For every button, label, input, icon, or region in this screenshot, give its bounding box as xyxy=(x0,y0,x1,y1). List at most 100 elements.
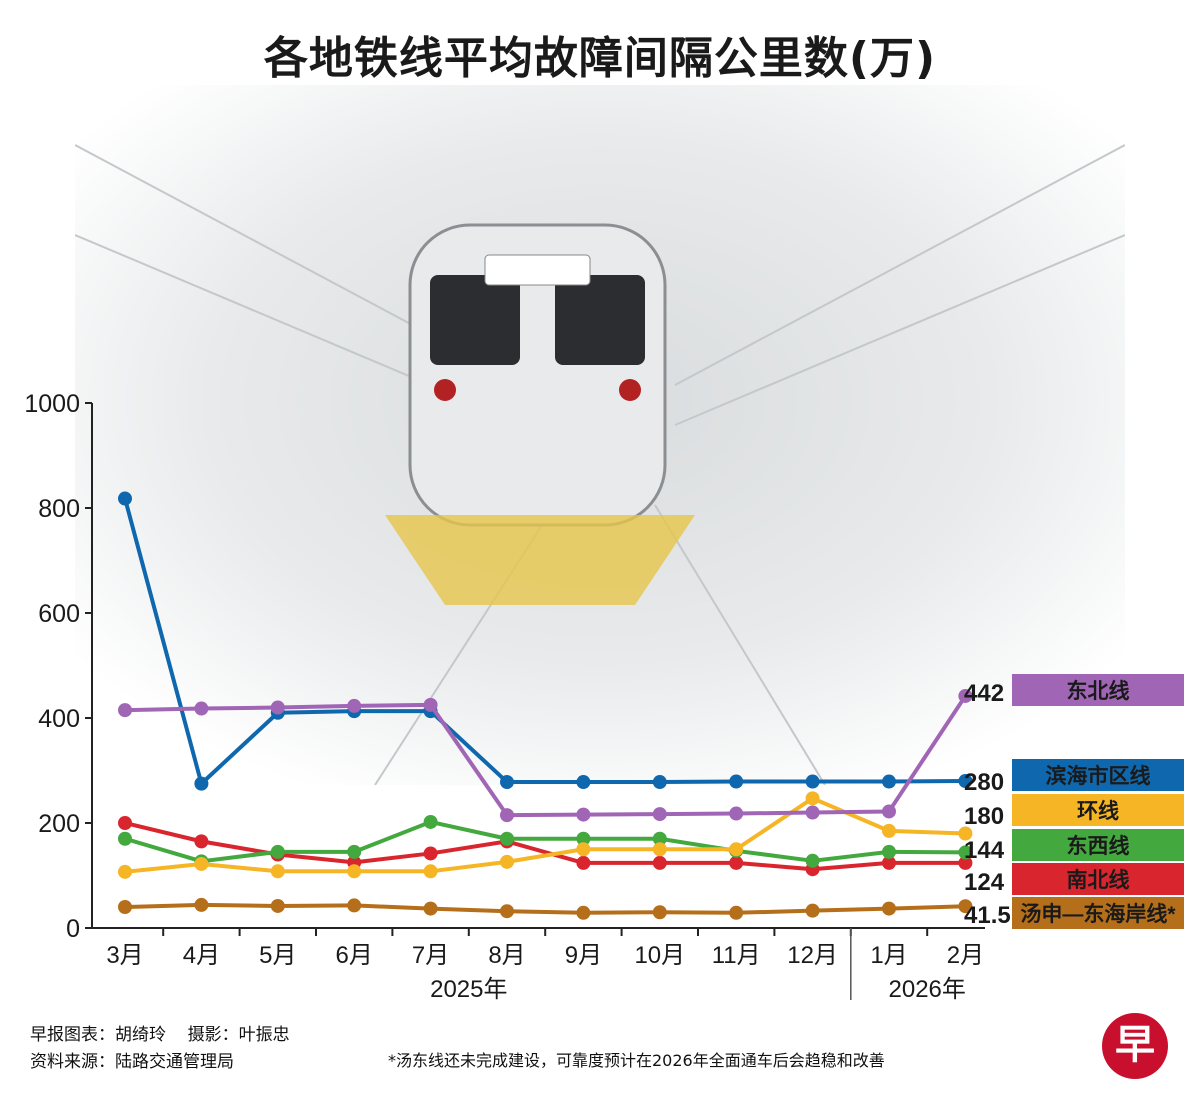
series-line xyxy=(124,821,966,872)
series-line xyxy=(124,796,966,874)
data-point xyxy=(576,831,591,846)
data-point xyxy=(118,816,132,830)
data-point xyxy=(423,814,438,829)
y-tick-label: 800 xyxy=(38,495,80,523)
data-point xyxy=(882,844,896,859)
series-line xyxy=(124,694,968,818)
x-tick-label: 6月 xyxy=(336,942,373,969)
data-point xyxy=(958,845,973,860)
data-point xyxy=(958,855,973,870)
legend-label: 滨海市区线 xyxy=(1046,764,1151,788)
data-point xyxy=(729,774,744,789)
data-point xyxy=(576,842,591,857)
series-line xyxy=(123,498,966,786)
data-point xyxy=(576,855,591,870)
data-point xyxy=(882,823,896,838)
y-tick-label: 200 xyxy=(38,810,80,838)
data-point xyxy=(500,775,514,790)
data-point xyxy=(270,864,285,879)
data-point xyxy=(805,774,820,789)
legend-swatch xyxy=(1012,863,1184,895)
legend-label: 南北线 xyxy=(1067,868,1130,892)
y-tick-label: 1000 xyxy=(24,390,80,418)
data-point xyxy=(882,804,896,819)
data-point xyxy=(347,898,362,913)
y-tick-label: 600 xyxy=(38,600,80,628)
data-point xyxy=(118,900,132,914)
x-tick-label: 12月 xyxy=(787,942,838,969)
data-source: 资料来源：陆路交通管理局 xyxy=(30,1052,234,1072)
series-end-label: 41.5 xyxy=(964,902,1011,929)
y-tick-label: 400 xyxy=(38,705,80,733)
legend-swatch xyxy=(1012,794,1184,826)
data-point xyxy=(652,905,667,920)
x-tick-label: 2月 xyxy=(947,942,984,969)
data-point xyxy=(347,864,362,879)
data-point xyxy=(194,834,209,849)
data-point xyxy=(958,688,973,703)
train-depot-photo xyxy=(75,85,1125,785)
x-tick-label: 11月 xyxy=(712,942,761,969)
legend-swatch xyxy=(1012,829,1184,861)
zaobao-logo: 早 xyxy=(1102,1013,1168,1079)
x-tick-label: 5月 xyxy=(259,942,296,969)
x-tick-label: 1月 xyxy=(870,942,907,969)
legend-label: 东西线 xyxy=(1067,834,1130,858)
data-point xyxy=(500,808,514,823)
legend-label: 汤申—东海岸线* xyxy=(1020,902,1176,926)
data-point xyxy=(882,901,896,916)
year-label: 2026年 xyxy=(889,976,966,1003)
y-tick-label: 0 xyxy=(66,915,80,943)
data-point xyxy=(729,905,744,920)
data-point xyxy=(270,700,285,715)
data-point xyxy=(576,775,591,790)
data-point xyxy=(576,807,591,822)
x-tick-label: 8月 xyxy=(488,942,525,969)
data-point xyxy=(652,775,667,790)
chart-axes: 0 200 400 600 800 1000 3月 4月 5月 6月 7月 8月 9月 10月 11月 12月… xyxy=(24,390,985,1003)
data-point xyxy=(882,855,896,870)
data-point xyxy=(423,864,438,879)
data-point xyxy=(118,703,132,718)
data-point xyxy=(423,846,438,861)
data-point xyxy=(270,898,285,913)
data-point xyxy=(958,774,973,788)
data-point xyxy=(729,855,744,870)
series-end-label: 280 xyxy=(964,769,1004,796)
x-tick-label: 3月 xyxy=(106,942,143,969)
credit-photo: 摄影：叶振忠 xyxy=(187,1025,290,1045)
year-label: 2025年 xyxy=(430,976,507,1003)
data-point xyxy=(118,864,132,879)
data-point xyxy=(652,807,667,822)
legend-label: 东北线 xyxy=(1067,679,1130,703)
data-point xyxy=(194,856,209,871)
legend-label: 环线 xyxy=(1077,799,1119,823)
data-point xyxy=(805,791,820,806)
legend-swatch xyxy=(1012,897,1184,929)
data-point xyxy=(347,698,362,713)
series-end-label: 124 xyxy=(964,869,1005,896)
credit-chart: 早报图表：胡绮玲 xyxy=(30,1025,166,1045)
x-tick-label: 4月 xyxy=(183,942,220,969)
series-line xyxy=(124,819,966,864)
data-point xyxy=(576,905,591,920)
data-point xyxy=(423,697,438,712)
data-point xyxy=(729,842,744,857)
legend-swatch xyxy=(1012,674,1184,706)
x-tick-label: 10月 xyxy=(634,942,685,969)
data-point xyxy=(118,491,132,506)
chart-legend: 442 东北线 280 滨海市区线 180 环线 144 东西线 124 南北线 41.5 汤申—东海… xyxy=(964,674,1184,929)
data-point xyxy=(882,774,896,789)
series-end-label: 180 xyxy=(964,803,1004,830)
data-point xyxy=(500,904,514,919)
data-point xyxy=(500,854,514,869)
data-point xyxy=(958,826,973,841)
data-point xyxy=(729,806,744,821)
data-point xyxy=(500,831,514,846)
data-point xyxy=(805,853,820,868)
x-tick-label: 9月 xyxy=(565,942,602,969)
data-point xyxy=(423,901,438,916)
data-point xyxy=(652,842,667,857)
data-point xyxy=(958,899,973,914)
